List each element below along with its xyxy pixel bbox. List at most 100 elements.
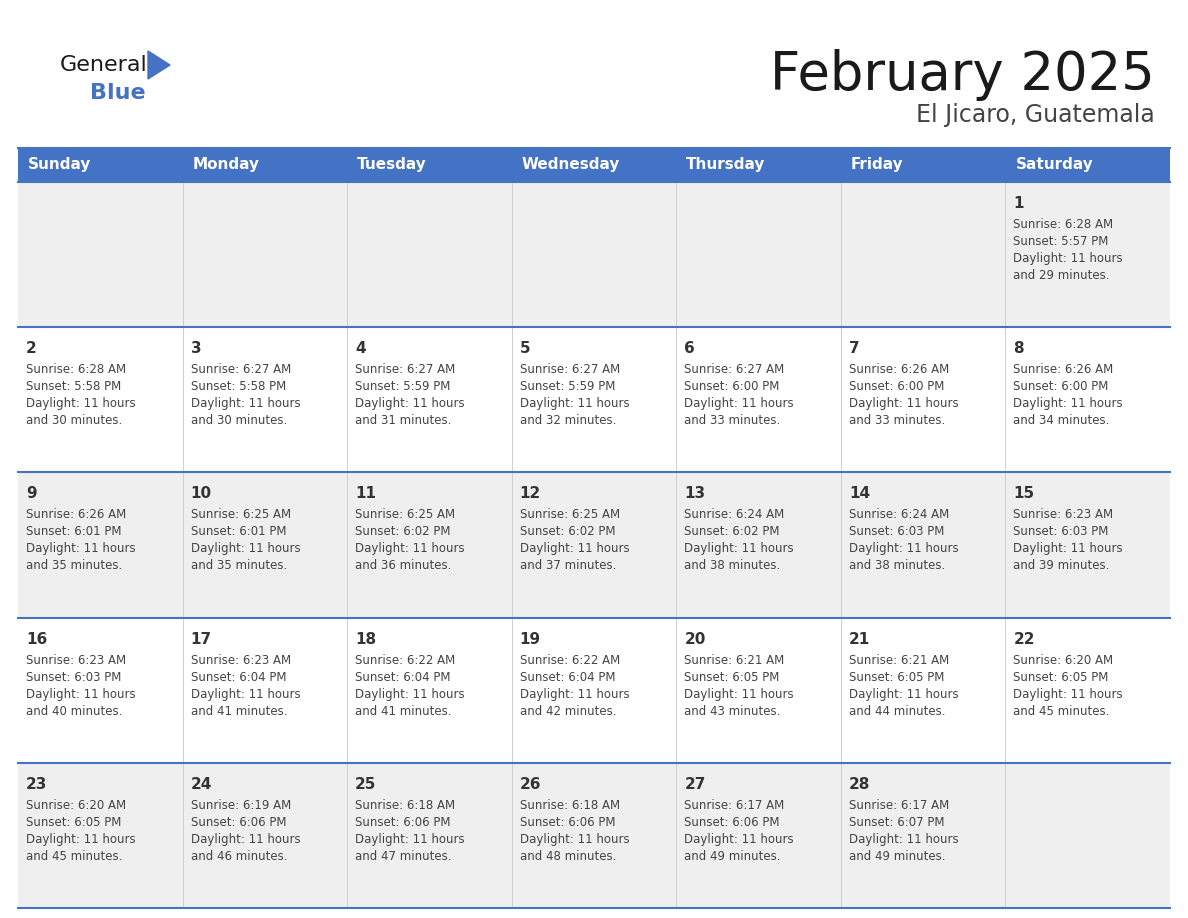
Text: 8: 8 [1013, 341, 1024, 356]
Text: Sunset: 6:00 PM: Sunset: 6:00 PM [684, 380, 779, 393]
Text: Sunset: 6:05 PM: Sunset: 6:05 PM [1013, 671, 1108, 684]
Text: Sunrise: 6:24 AM: Sunrise: 6:24 AM [849, 509, 949, 521]
Text: Sunrise: 6:23 AM: Sunrise: 6:23 AM [190, 654, 291, 666]
Bar [18, 618, 1170, 763]
Text: Sunset: 6:05 PM: Sunset: 6:05 PM [849, 671, 944, 684]
Text: Daylight: 11 hours: Daylight: 11 hours [190, 688, 301, 700]
Text: Monday: Monday [192, 158, 259, 173]
Text: and 48 minutes.: and 48 minutes. [519, 850, 617, 863]
Text: Sunset: 6:02 PM: Sunset: 6:02 PM [684, 525, 779, 538]
Text: Sunset: 6:06 PM: Sunset: 6:06 PM [684, 816, 779, 829]
Text: Daylight: 11 hours: Daylight: 11 hours [684, 397, 794, 410]
Text: Daylight: 11 hours: Daylight: 11 hours [355, 397, 465, 410]
Text: Sunset: 6:01 PM: Sunset: 6:01 PM [190, 525, 286, 538]
Text: 16: 16 [26, 632, 48, 646]
Text: 13: 13 [684, 487, 706, 501]
Text: Sunrise: 6:19 AM: Sunrise: 6:19 AM [190, 799, 291, 812]
Text: Sunrise: 6:27 AM: Sunrise: 6:27 AM [519, 364, 620, 376]
Text: and 45 minutes.: and 45 minutes. [1013, 705, 1110, 718]
Text: 4: 4 [355, 341, 366, 356]
Text: 24: 24 [190, 777, 211, 792]
Text: Sunrise: 6:20 AM: Sunrise: 6:20 AM [1013, 654, 1113, 666]
Text: and 30 minutes.: and 30 minutes. [26, 414, 122, 427]
Text: Sunrise: 6:18 AM: Sunrise: 6:18 AM [355, 799, 455, 812]
Text: Daylight: 11 hours: Daylight: 11 hours [684, 833, 794, 845]
Bar [18, 327, 1170, 473]
Text: Sunrise: 6:21 AM: Sunrise: 6:21 AM [684, 654, 784, 666]
Text: and 49 minutes.: and 49 minutes. [849, 850, 946, 863]
Text: Daylight: 11 hours: Daylight: 11 hours [26, 397, 135, 410]
Text: Sunrise: 6:18 AM: Sunrise: 6:18 AM [519, 799, 620, 812]
Text: Daylight: 11 hours: Daylight: 11 hours [849, 543, 959, 555]
Text: 2: 2 [26, 341, 37, 356]
Text: Sunset: 6:00 PM: Sunset: 6:00 PM [849, 380, 944, 393]
Text: 1: 1 [1013, 196, 1024, 211]
Text: Sunset: 5:57 PM: Sunset: 5:57 PM [1013, 235, 1108, 248]
Text: Daylight: 11 hours: Daylight: 11 hours [355, 833, 465, 845]
Text: and 47 minutes.: and 47 minutes. [355, 850, 451, 863]
Text: Daylight: 11 hours: Daylight: 11 hours [1013, 252, 1123, 265]
Text: 14: 14 [849, 487, 870, 501]
Text: Friday: Friday [851, 158, 904, 173]
Text: Thursday: Thursday [687, 158, 765, 173]
Text: Daylight: 11 hours: Daylight: 11 hours [190, 833, 301, 845]
Text: 21: 21 [849, 632, 870, 646]
Text: Sunrise: 6:20 AM: Sunrise: 6:20 AM [26, 799, 126, 812]
Text: and 37 minutes.: and 37 minutes. [519, 559, 617, 573]
Text: Sunrise: 6:17 AM: Sunrise: 6:17 AM [849, 799, 949, 812]
Text: Sunrise: 6:26 AM: Sunrise: 6:26 AM [849, 364, 949, 376]
Text: Sunset: 6:06 PM: Sunset: 6:06 PM [519, 816, 615, 829]
Text: Sunrise: 6:25 AM: Sunrise: 6:25 AM [519, 509, 620, 521]
Text: Daylight: 11 hours: Daylight: 11 hours [26, 688, 135, 700]
Text: and 35 minutes.: and 35 minutes. [190, 559, 286, 573]
Text: and 44 minutes.: and 44 minutes. [849, 705, 946, 718]
Text: Daylight: 11 hours: Daylight: 11 hours [1013, 688, 1123, 700]
Text: and 38 minutes.: and 38 minutes. [849, 559, 946, 573]
Text: Daylight: 11 hours: Daylight: 11 hours [519, 397, 630, 410]
Text: Sunrise: 6:24 AM: Sunrise: 6:24 AM [684, 509, 784, 521]
Text: Sunrise: 6:26 AM: Sunrise: 6:26 AM [1013, 364, 1113, 376]
Text: Tuesday: Tuesday [358, 158, 426, 173]
Text: Daylight: 11 hours: Daylight: 11 hours [1013, 543, 1123, 555]
Text: Daylight: 11 hours: Daylight: 11 hours [190, 543, 301, 555]
Text: and 46 minutes.: and 46 minutes. [190, 850, 287, 863]
Text: and 33 minutes.: and 33 minutes. [684, 414, 781, 427]
Text: 25: 25 [355, 777, 377, 792]
Bar [18, 182, 1170, 327]
Bar [18, 473, 1170, 618]
Text: Sunrise: 6:27 AM: Sunrise: 6:27 AM [355, 364, 455, 376]
Text: 12: 12 [519, 487, 541, 501]
Text: Daylight: 11 hours: Daylight: 11 hours [519, 543, 630, 555]
Text: Daylight: 11 hours: Daylight: 11 hours [1013, 397, 1123, 410]
Text: 9: 9 [26, 487, 37, 501]
Text: Sunset: 6:04 PM: Sunset: 6:04 PM [190, 671, 286, 684]
Text: 3: 3 [190, 341, 201, 356]
Text: Sunrise: 6:23 AM: Sunrise: 6:23 AM [1013, 509, 1113, 521]
Text: Sunset: 6:00 PM: Sunset: 6:00 PM [1013, 380, 1108, 393]
Text: Sunrise: 6:17 AM: Sunrise: 6:17 AM [684, 799, 784, 812]
Bar [18, 148, 1170, 182]
Text: Sunset: 6:02 PM: Sunset: 6:02 PM [519, 525, 615, 538]
Text: Daylight: 11 hours: Daylight: 11 hours [684, 688, 794, 700]
Text: and 34 minutes.: and 34 minutes. [1013, 414, 1110, 427]
Text: 22: 22 [1013, 632, 1035, 646]
Text: and 43 minutes.: and 43 minutes. [684, 705, 781, 718]
Text: 7: 7 [849, 341, 859, 356]
Text: 26: 26 [519, 777, 542, 792]
Text: and 29 minutes.: and 29 minutes. [1013, 269, 1110, 282]
Text: Sunrise: 6:21 AM: Sunrise: 6:21 AM [849, 654, 949, 666]
Text: 15: 15 [1013, 487, 1035, 501]
Text: Daylight: 11 hours: Daylight: 11 hours [684, 543, 794, 555]
Text: Sunrise: 6:23 AM: Sunrise: 6:23 AM [26, 654, 126, 666]
Text: 19: 19 [519, 632, 541, 646]
Text: El Jicaro, Guatemala: El Jicaro, Guatemala [916, 103, 1155, 127]
Text: Sunset: 5:58 PM: Sunset: 5:58 PM [26, 380, 121, 393]
Text: Sunset: 6:04 PM: Sunset: 6:04 PM [355, 671, 450, 684]
Text: Sunset: 5:59 PM: Sunset: 5:59 PM [519, 380, 615, 393]
Text: and 30 minutes.: and 30 minutes. [190, 414, 286, 427]
Text: Daylight: 11 hours: Daylight: 11 hours [26, 543, 135, 555]
Text: Daylight: 11 hours: Daylight: 11 hours [355, 543, 465, 555]
Text: and 49 minutes.: and 49 minutes. [684, 850, 781, 863]
Text: General: General [61, 55, 147, 75]
Text: Sunrise: 6:26 AM: Sunrise: 6:26 AM [26, 509, 126, 521]
